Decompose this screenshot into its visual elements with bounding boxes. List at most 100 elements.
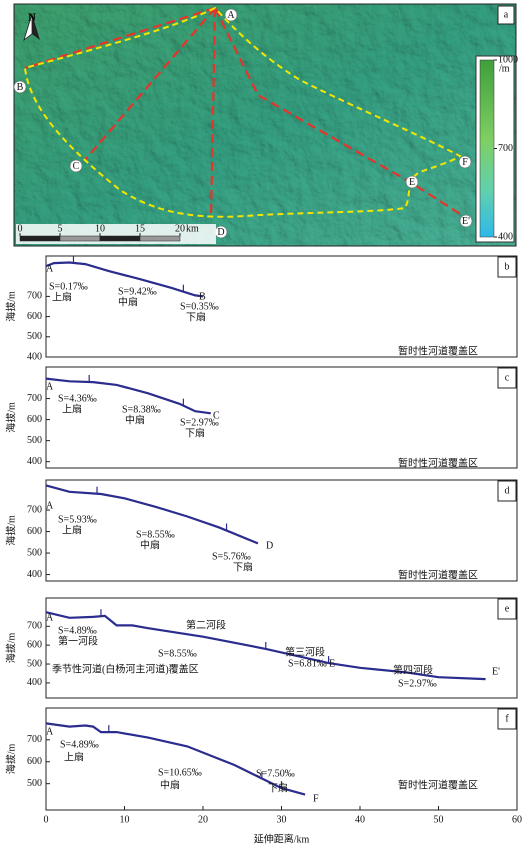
map-frame — [13, 3, 517, 247]
x-tick-label: 10 — [120, 814, 130, 825]
annotation: 下扇 — [186, 310, 206, 323]
annotation: S=4.36‰ — [58, 393, 97, 404]
profile-line — [45, 611, 486, 681]
annotation: 下扇 — [233, 560, 253, 573]
annotation: S=2.97‰ — [398, 678, 437, 689]
y-axis-label: 海拔/m — [4, 633, 17, 664]
annotation: 第四河段 — [393, 663, 433, 676]
profile-line — [214, 7, 466, 218]
fan-boundary — [23, 6, 462, 218]
y-axis-label: 海拔/m — [4, 515, 17, 546]
panel-box — [497, 598, 517, 620]
y-tick-label: 600 — [27, 414, 42, 425]
x-tick-label: 60 — [512, 814, 522, 825]
profile-line — [45, 261, 204, 298]
annotation: S=9.42‰ — [118, 286, 157, 297]
annotation: 暂时性河道覆盖区 — [398, 456, 478, 469]
colorbar-label: 1000 — [498, 54, 518, 65]
point-label: D — [217, 227, 224, 238]
annotation: C — [213, 410, 220, 421]
y-tick-label: 400 — [27, 677, 42, 688]
scalebar-segment — [59, 235, 101, 242]
y-axis-label: 海拔/m — [4, 291, 17, 322]
annotation: S=5.76‰ — [212, 551, 251, 562]
scalebar-segment — [19, 235, 61, 242]
panel-label: c — [505, 372, 510, 383]
profile-line — [45, 484, 259, 545]
panel-box — [497, 480, 517, 502]
x-tick-label: 30 — [277, 814, 287, 825]
annotation: 第三河段 — [285, 645, 325, 658]
annotation: A — [46, 381, 54, 392]
annotation: S=2.97‰ — [180, 417, 219, 428]
annotation: 暂时性河道覆盖区 — [398, 344, 478, 357]
y-tick-label: 500 — [27, 435, 42, 446]
x-tick-label: 20 — [198, 814, 208, 825]
annotation: 季节性河道(白杨河主河道)覆盖区 — [52, 662, 199, 675]
scalebar-segment — [139, 235, 181, 242]
annotation: 中扇 — [118, 295, 138, 308]
panel-box — [497, 708, 517, 730]
annotation: E — [329, 658, 335, 669]
y-tick-label: 400 — [27, 456, 42, 467]
scalebar-label: 20 — [175, 223, 185, 234]
point-marker — [69, 159, 83, 173]
point-marker — [458, 155, 472, 169]
scalebar-label: 10 — [95, 223, 105, 234]
annotation: 第二河段 — [186, 618, 226, 631]
point-marker — [13, 80, 27, 94]
annotation: E' — [492, 666, 500, 677]
point-marker — [224, 8, 238, 22]
annotation: 暂时性河道覆盖区 — [398, 568, 478, 581]
scalebar-segment — [99, 235, 141, 242]
point-label: B — [17, 82, 24, 93]
annotation: S=8.38‰ — [122, 404, 161, 415]
y-tick-label: 700 — [27, 504, 42, 515]
colorbar — [479, 59, 495, 238]
y-tick-label: 700 — [27, 734, 42, 745]
y-tick-label: 500 — [27, 658, 42, 669]
panel-label: f — [505, 713, 509, 724]
annotation: 下扇 — [268, 781, 288, 794]
point-marker — [459, 214, 473, 228]
panel-label: d — [505, 485, 510, 496]
y-tick-label: 700 — [27, 393, 42, 404]
y-tick-label: 400 — [27, 351, 42, 362]
scalebar-label: 15 — [135, 223, 145, 234]
annotation: S=0.35‰ — [180, 301, 219, 312]
annotation: A — [46, 612, 54, 623]
annotation: S=8.55‰ — [158, 648, 197, 659]
colorbar-unit: /m — [499, 63, 510, 74]
annotation: S=5.93‰ — [58, 514, 97, 525]
map — [14, 4, 516, 246]
panel-frame — [45, 255, 518, 358]
panel-box — [497, 367, 517, 389]
profile-line — [45, 722, 306, 796]
panel-frame — [45, 479, 518, 582]
point-label: E — [409, 177, 415, 188]
panel-frame — [45, 366, 518, 469]
annotation: F — [313, 793, 319, 804]
annotation: 中扇 — [125, 413, 145, 426]
y-tick-label: 500 — [27, 331, 42, 342]
annotation: S=4.89‰ — [58, 625, 97, 636]
y-tick-label: 600 — [27, 526, 42, 537]
annotation: 上扇 — [64, 750, 84, 763]
annotation: 上扇 — [52, 290, 72, 303]
panel-frame — [45, 597, 518, 699]
y-axis-label: 海拔/m — [4, 744, 17, 775]
point-label: E' — [462, 216, 470, 227]
y-tick-label: 600 — [27, 311, 42, 322]
panel-label: e — [505, 603, 510, 614]
annotation: A — [46, 263, 54, 274]
x-tick-label: 40 — [355, 814, 365, 825]
annotation: S=4.89‰ — [60, 739, 99, 750]
annotation: B — [199, 291, 206, 302]
annotation: 中扇 — [140, 538, 160, 551]
y-tick-label: 700 — [27, 621, 42, 632]
annotation: 上扇 — [62, 523, 82, 536]
y-tick-label: 500 — [27, 547, 42, 558]
hillshade — [14, 4, 516, 246]
annotation: D — [266, 540, 273, 551]
